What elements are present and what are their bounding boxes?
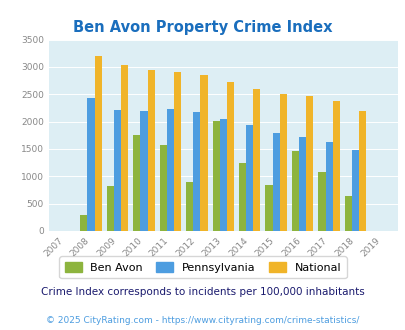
Bar [173, 72, 181, 231]
Text: Crime Index corresponds to incidents per 100,000 inhabitants: Crime Index corresponds to incidents per… [41, 287, 364, 297]
Bar [133, 135, 140, 231]
Bar [166, 109, 173, 231]
Bar [94, 56, 102, 231]
Bar [80, 214, 87, 231]
Legend: Ben Avon, Pennsylvania, National: Ben Avon, Pennsylvania, National [59, 256, 346, 278]
Text: Ben Avon Property Crime Index: Ben Avon Property Crime Index [73, 20, 332, 35]
Bar [358, 111, 365, 231]
Bar [279, 94, 286, 231]
Bar [239, 163, 245, 231]
Bar [212, 120, 219, 231]
Bar [140, 111, 147, 231]
Bar [265, 185, 272, 231]
Bar [121, 65, 128, 231]
Bar [318, 172, 325, 231]
Bar [305, 96, 313, 231]
Bar [226, 82, 233, 231]
Bar [351, 150, 358, 231]
Bar [219, 119, 226, 231]
Bar [159, 145, 166, 231]
Bar [332, 101, 339, 231]
Bar [185, 182, 193, 231]
Bar [325, 142, 332, 231]
Bar [193, 112, 200, 231]
Bar [87, 98, 94, 231]
Bar [298, 137, 305, 231]
Bar [344, 196, 351, 231]
Bar [114, 110, 121, 231]
Bar [291, 151, 298, 231]
Bar [107, 186, 114, 231]
Bar [272, 133, 279, 231]
Bar [200, 75, 207, 231]
Bar [147, 70, 154, 231]
Bar [245, 125, 253, 231]
Bar [253, 89, 260, 231]
Text: © 2025 CityRating.com - https://www.cityrating.com/crime-statistics/: © 2025 CityRating.com - https://www.city… [46, 315, 359, 325]
